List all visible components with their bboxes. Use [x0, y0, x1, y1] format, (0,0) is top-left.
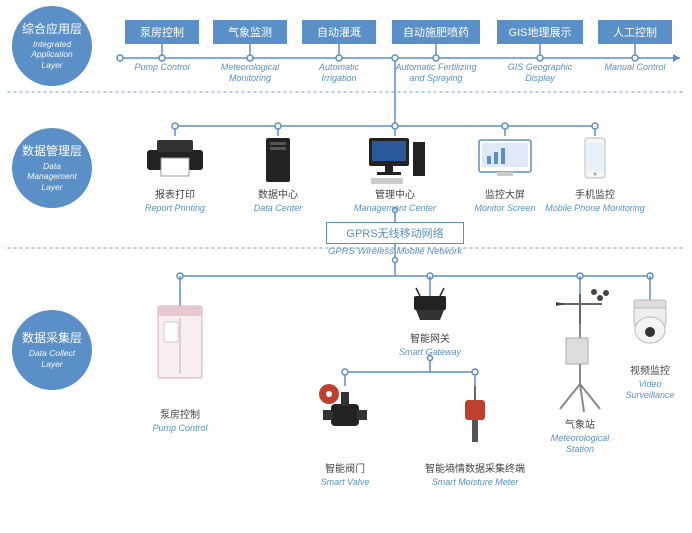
app-box-1: 气象监测 [213, 20, 287, 44]
app-label-4: GIS GeographicDisplay [485, 62, 595, 85]
gprs-sub: GPRS Wireless Mobile Network [326, 246, 464, 257]
layer-badge-2: 数据采集层Data CollectLayer [12, 310, 92, 390]
layer-badge-0: 综合应用层IntegratedApplicationLayer [12, 6, 92, 86]
camera-label: 视频监控VideoSurveillance [604, 366, 692, 401]
mgmt-label-4: 手机监控Mobile Phone Monitoring [535, 190, 655, 214]
pump-label: 泵房控制Pump Control [130, 410, 230, 434]
layer-badge-1: 数据管理层DataManagementLayer [12, 128, 92, 208]
weather-label: 气象站MeteorologicalStation [530, 420, 630, 455]
app-box-0: 泵房控制 [125, 20, 199, 44]
app-box-4: GIS地理展示 [497, 20, 583, 44]
mgmt-label-0: 报表打印Report Printing [115, 190, 235, 214]
mgmt-label-1: 数据中心Data Center [218, 190, 338, 214]
moisture-label: 智能墒情数据采集终端Smart Moisture Meter [405, 464, 545, 488]
app-label-3: Automatic Fertilizingand Spraying [381, 62, 491, 85]
valve-label: 智能阀门Smart Valve [290, 464, 400, 488]
gprs-box: GPRS无线移动网络 [326, 222, 464, 244]
app-label-5: Manual Control [580, 62, 690, 73]
app-box-5: 人工控制 [598, 20, 672, 44]
app-box-3: 自动施肥喷药 [392, 20, 480, 44]
app-label-2: AutomaticIrrigation [284, 62, 394, 85]
app-box-2: 自动灌溉 [302, 20, 376, 44]
gateway-label: 智能网关Smart Gateway [380, 334, 480, 358]
mgmt-label-2: 管理中心Management Center [335, 190, 455, 214]
